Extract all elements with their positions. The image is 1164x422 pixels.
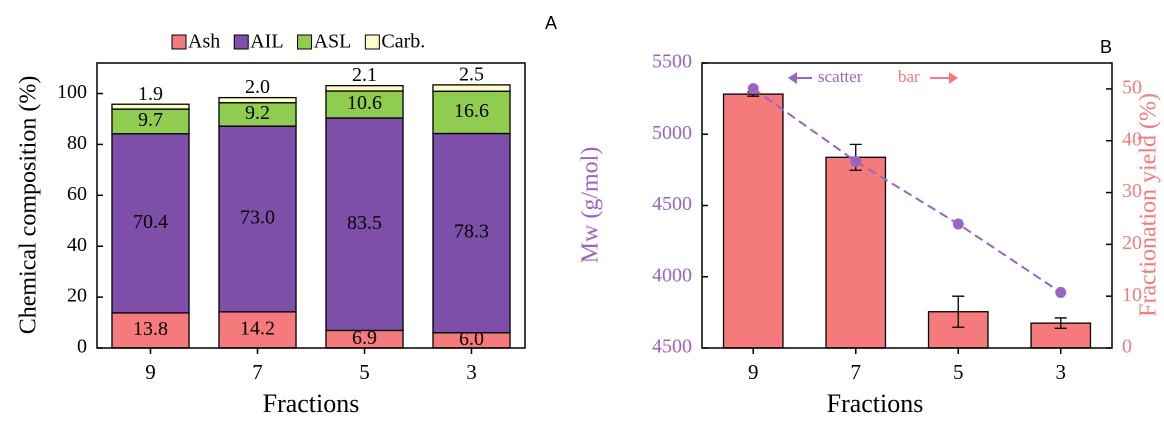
legend-label: Ash	[188, 31, 220, 53]
y-tick-label: 40	[67, 234, 87, 256]
y-tick-label: 60	[67, 183, 87, 205]
y-axis-title: Mw (g/mol)	[578, 147, 604, 264]
annotation: bar	[898, 67, 920, 86]
y-tick-label: 80	[67, 132, 87, 154]
y-tick-label: 10	[1122, 284, 1142, 306]
legend-swatch	[171, 34, 187, 50]
y-axis-title: Chemical composition (%)	[16, 76, 42, 335]
data-label: 9.2	[245, 102, 270, 124]
data-label: 13.8	[133, 318, 168, 340]
x-axis-title: Fractions	[827, 389, 924, 418]
y-tick-label: 100	[57, 81, 87, 103]
y-tick-label: 5500	[652, 51, 692, 73]
y-tick-label: 5000	[652, 122, 692, 144]
x-tick-label: 3	[466, 360, 477, 384]
data-label: 2.5	[459, 63, 484, 85]
data-label: 2.0	[245, 76, 270, 98]
x-axis-title: Fractions	[263, 389, 360, 418]
legend-label: ASL	[314, 31, 352, 53]
y-tick-label: 40	[1122, 128, 1142, 150]
legend-label: AIL	[250, 31, 283, 53]
data-label: 1.9	[138, 83, 163, 105]
x-tick-label: 3	[1056, 360, 1067, 384]
panel-label: A	[545, 13, 557, 33]
bar-segment	[111, 108, 190, 135]
x-tick-label: 9	[145, 360, 156, 384]
y-tick-label: 20	[67, 285, 87, 307]
x-tick-label: 5	[359, 360, 370, 384]
legend-swatch	[364, 34, 380, 50]
bar-segment	[218, 125, 297, 313]
data-label: 73.0	[240, 207, 275, 229]
y-tick-label: 4000	[652, 264, 692, 286]
bar-segment	[111, 133, 190, 314]
error-bar	[952, 295, 965, 328]
dashed-line	[752, 87, 1062, 294]
scatter-point	[1055, 286, 1067, 298]
panel-label: B	[1100, 37, 1112, 57]
bar-segment	[325, 84, 404, 92]
bar-segment	[325, 90, 404, 119]
y-tick-label: 50	[1122, 77, 1142, 99]
y2-axis-title: Fractionation yield (%)	[1136, 93, 1162, 317]
bar-segment	[432, 132, 511, 334]
plot-frame	[701, 62, 1113, 349]
error-bar	[1054, 317, 1067, 329]
x-tick-label: 9	[748, 360, 759, 384]
data-label: 6.9	[352, 327, 377, 349]
annotation: scatter	[818, 67, 863, 86]
data-label: 9.7	[138, 109, 163, 131]
bar-segment	[432, 84, 511, 92]
scatter-point	[850, 155, 862, 167]
bar-segment	[325, 117, 404, 332]
plot-frame	[96, 62, 526, 349]
y-tick-label: 4500	[652, 193, 692, 215]
bar	[722, 93, 784, 349]
scatter-point	[952, 218, 964, 230]
data-label: 83.5	[347, 212, 382, 234]
x-tick-label: 5	[953, 360, 964, 384]
bar-segment	[432, 90, 511, 135]
legend-label: Carb.	[381, 31, 425, 53]
data-label: 16.6	[454, 100, 489, 122]
y-tick-label: 20	[1122, 232, 1142, 254]
scatter-point	[747, 83, 759, 95]
legend-swatch	[297, 34, 313, 50]
annotation-arrows	[788, 72, 958, 84]
y-tick-label: 0	[1122, 336, 1132, 358]
data-label: 6.0	[459, 328, 484, 350]
data-label: 78.3	[454, 221, 489, 243]
x-tick-label: 7	[851, 360, 862, 384]
bar-segment	[218, 96, 297, 104]
bar	[825, 156, 887, 349]
bar-segment	[111, 312, 190, 349]
x-tick-label: 7	[252, 360, 263, 384]
legend-swatch	[233, 34, 249, 50]
data-label: 10.6	[347, 92, 382, 114]
data-label: 2.1	[352, 64, 377, 86]
bar	[1030, 322, 1092, 349]
y-tick-label: 4500	[652, 336, 692, 358]
data-label: 14.2	[240, 318, 275, 340]
y-tick-label: 30	[1122, 180, 1142, 202]
bar-segment	[111, 103, 190, 110]
data-label: 70.4	[133, 211, 168, 233]
bar-segment	[218, 311, 297, 349]
y-tick-label: 0	[77, 336, 87, 358]
